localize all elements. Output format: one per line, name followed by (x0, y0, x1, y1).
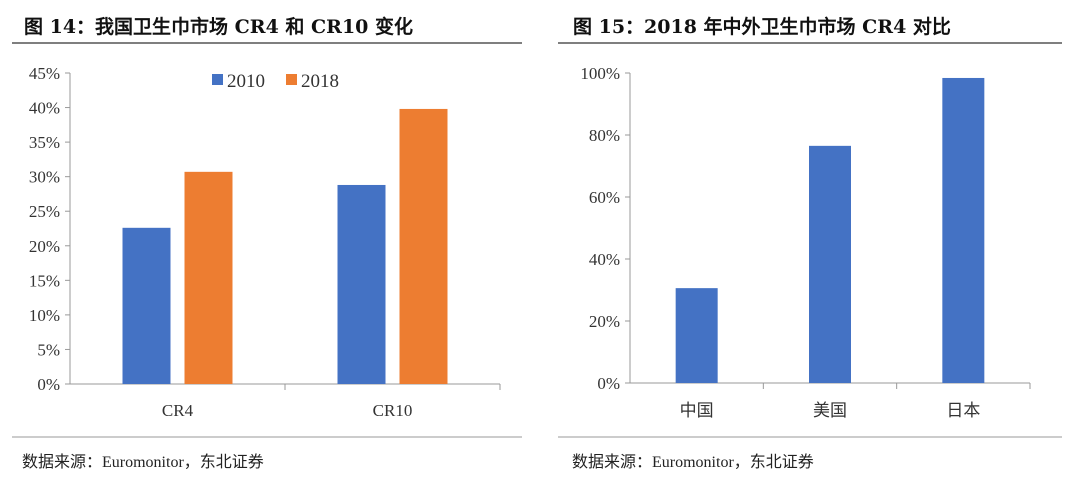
right-source: 数据来源：Euromonitor，东北证券 (572, 453, 814, 471)
left-y-tick-label: 5% (37, 340, 60, 359)
bar-cr4-2018 (184, 171, 233, 384)
right-plot: 0% 20% 40% 60% 80% 100% 中国 美国 日本 (580, 64, 1031, 420)
right-panel: 图 15：2018 年中外卫生巾市场 CR4 对比 0% 20% 40% 60% 80%… (558, 15, 1062, 471)
legend-swatch-2018 (286, 74, 297, 85)
right-y-tick-label: 80% (589, 126, 620, 145)
left-chart-title: 图 14：我国卫生巾市场 CR4 和 CR10 变化 (24, 15, 413, 38)
left-y-tick-label: 45% (29, 64, 60, 83)
legend-label-2010: 2010 (227, 71, 265, 92)
left-y-tick-label: 35% (29, 133, 60, 152)
bar-2 (809, 145, 851, 383)
left-y-tick-label: 40% (29, 99, 60, 118)
bar-cr10-2018 (399, 108, 448, 384)
right-y-tick-label: 0% (597, 374, 620, 393)
right-x-tick-label: 日本 (946, 401, 980, 420)
bar-3 (942, 77, 985, 384)
left-y-tick-label: 0% (37, 375, 60, 394)
right-y-tick-label: 40% (589, 250, 620, 269)
bar-cr10-2010 (337, 184, 386, 384)
legend-swatch-2010 (212, 74, 223, 85)
left-x-tick-label: CR10 (373, 401, 413, 420)
left-y-tick-label: 10% (29, 306, 60, 325)
left-source: 数据来源：Euromonitor，东北证券 (22, 453, 264, 471)
right-y-tick-label: 20% (589, 312, 620, 331)
right-x-tick-label: 美国 (813, 401, 847, 420)
left-y-tick-label: 25% (29, 202, 60, 221)
left-x-tick-label: CR4 (162, 401, 194, 420)
right-y-tick-label: 100% (580, 64, 620, 83)
bar-1 (675, 288, 718, 383)
bar-cr4-2010 (122, 227, 171, 384)
left-plot: 0% 5% 10% 15% 20% 25% 30% 35% 40% 45% CR4 CR10 2010 2… (29, 64, 501, 420)
legend-label-2018: 2018 (301, 71, 339, 92)
left-y-tick-label: 15% (29, 271, 60, 290)
right-y-tick-label: 60% (589, 188, 620, 207)
right-x-tick-label: 中国 (680, 401, 714, 420)
left-y-tick-label: 20% (29, 237, 60, 256)
left-y-tick-label: 30% (29, 168, 60, 187)
left-panel: 图 14：我国卫生巾市场 CR4 和 CR10 变化 0% 5% 10% 15% 20%… (12, 15, 522, 471)
right-chart-title: 图 15：2018 年中外卫生巾市场 CR4 对比 (573, 15, 951, 38)
